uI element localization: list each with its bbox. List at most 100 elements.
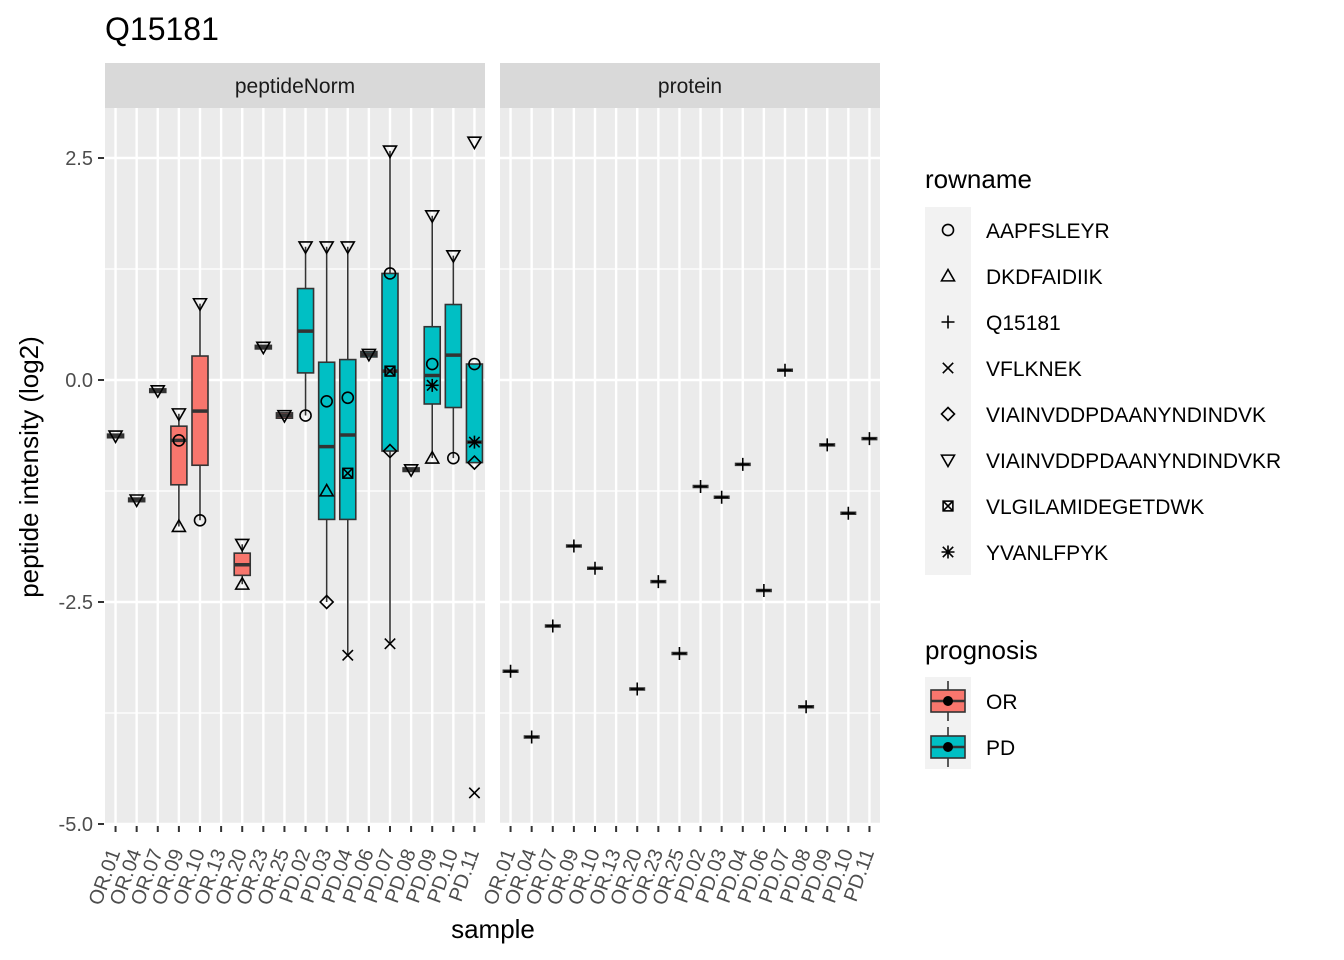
legend-label: VLGILAMIDEGETDWK — [986, 496, 1204, 519]
y-tick-label: 2.5 — [65, 148, 93, 170]
legend-key-dot — [943, 696, 953, 706]
point-plus — [778, 363, 792, 377]
legend-key-diamond — [940, 406, 956, 422]
legend-title: prognosis — [925, 635, 1038, 665]
legend-label: AAPFSLEYR — [986, 220, 1110, 243]
point-triangle-down — [466, 136, 483, 151]
facet-strip — [500, 63, 880, 108]
point-square-cross — [342, 467, 354, 479]
point-triangle-down — [234, 538, 251, 553]
legend-key-square-cross-x — [942, 500, 954, 512]
point-plus — [736, 457, 750, 471]
point-plus — [715, 490, 729, 504]
point-triangle-down — [107, 430, 124, 445]
point-triangle-down — [382, 145, 398, 160]
legend-key-cross — [942, 362, 954, 374]
point-plus — [525, 730, 539, 744]
point-triangle — [318, 482, 335, 497]
point-diamond — [466, 454, 483, 471]
point-cross — [342, 649, 354, 662]
point-triangle-down — [128, 494, 145, 508]
box-PD.04 — [338, 358, 357, 521]
point-plus — [841, 506, 855, 520]
legend-key-triangle-down — [940, 454, 956, 469]
point-plus — [694, 480, 708, 494]
point-diamond — [319, 594, 335, 610]
point-plus — [757, 583, 771, 597]
legend-key-background — [925, 207, 971, 575]
point-triangle-down — [149, 384, 166, 399]
legend-label: YVANLFPYK — [986, 542, 1108, 565]
point-triangle-down — [297, 241, 314, 255]
point-triangle-down — [255, 341, 272, 356]
legend-label: VFLKNEK — [986, 358, 1082, 381]
box-PD.07 — [381, 272, 399, 452]
legend-key-circle — [941, 223, 955, 237]
legend-label: PD — [986, 737, 1015, 760]
point-circle — [193, 513, 207, 527]
legend-label: OR — [986, 691, 1018, 714]
y-tick-label: -2.5 — [59, 592, 93, 614]
x-axis-label: sample — [451, 914, 535, 944]
point-triangle-down — [192, 297, 208, 312]
legend-title: rowname — [925, 164, 1032, 194]
point-square-cross-x — [342, 467, 354, 479]
point-triangle-down — [424, 210, 441, 224]
legend-label: DKDFAIDIIK — [986, 266, 1103, 289]
point-circle — [320, 394, 333, 408]
y-tick-label: -5.0 — [59, 814, 93, 836]
box-PD.03 — [317, 361, 336, 521]
legend-label: Q15181 — [986, 312, 1061, 335]
legend-key-triangle — [940, 267, 956, 282]
legend-label: VIAINVDDPDAANYNDINDVKR — [986, 450, 1281, 473]
point-triangle-down — [445, 250, 462, 264]
legend-label: VIAINVDDPDAANYNDINDVK — [986, 404, 1266, 427]
point-cross — [384, 637, 396, 650]
point-triangle-down — [171, 408, 187, 422]
point-plus — [504, 664, 518, 678]
point-triangle-down — [276, 409, 293, 424]
point-plus — [630, 682, 644, 696]
legend-key-square-cross — [942, 500, 954, 512]
point-triangle — [424, 450, 441, 464]
point-plus — [567, 539, 581, 553]
point-plus — [862, 432, 876, 446]
point-circle — [341, 391, 355, 405]
facet-panel-protein: proteinOR.01OR.04OR.07OR.09OR.10OR.13OR.… — [480, 63, 880, 908]
point-cross — [468, 787, 481, 799]
point-triangle — [234, 576, 251, 590]
facet-strip — [105, 63, 485, 108]
legend-key-dot — [943, 742, 953, 752]
point-plus — [588, 561, 602, 575]
point-circle — [299, 409, 312, 422]
legend-key-asterisk — [941, 545, 955, 559]
point-asterisk — [425, 378, 439, 392]
point-plus — [651, 575, 665, 589]
point-square-cross — [384, 365, 396, 377]
point-circle — [383, 267, 397, 280]
legend-prognosis: prognosis OR PD — [925, 635, 1038, 769]
point-circle — [447, 451, 460, 465]
point-plus — [546, 619, 560, 633]
point-plus — [820, 438, 834, 452]
legend-key-plus — [941, 315, 955, 329]
y-tick-label: 0.0 — [65, 370, 93, 392]
panel-background — [500, 108, 880, 824]
chart-title: Q15181 — [105, 11, 219, 47]
facet-strip-label: peptideNorm — [235, 75, 355, 98]
panel-background — [105, 108, 485, 824]
point-plus — [799, 700, 813, 714]
point-triangle-down — [339, 241, 356, 255]
point-triangle-down — [361, 348, 377, 363]
point-circle — [425, 357, 439, 371]
point-circle — [468, 357, 481, 371]
point-circle — [172, 434, 186, 447]
point-plus — [672, 647, 686, 661]
point-square-cross-x — [384, 365, 396, 377]
point-diamond — [382, 443, 398, 459]
point-triangle-down — [318, 241, 335, 255]
point-triangle-down — [403, 464, 419, 478]
facet-strip-label: protein — [658, 75, 722, 98]
legend-rowname: rowname AAPFSLEYR DKDFAIDIIK Q15181 VFLKNEK V… — [925, 164, 1281, 575]
